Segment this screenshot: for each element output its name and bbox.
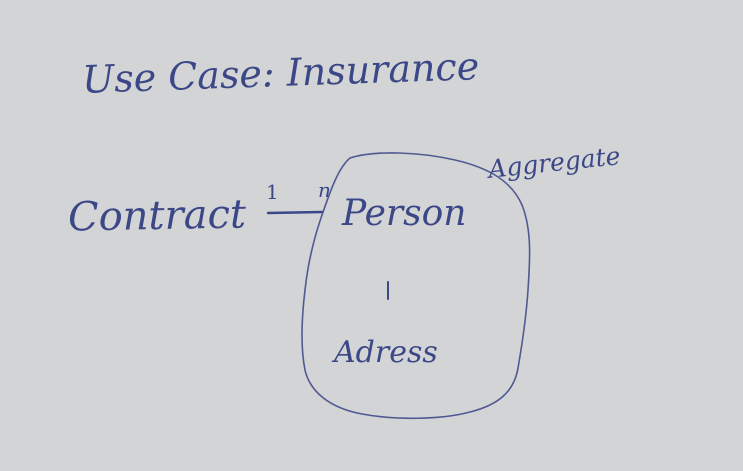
node-contract: Contract xyxy=(67,191,247,241)
aggregate-boundary xyxy=(301,152,531,420)
node-person: Person xyxy=(342,193,467,234)
multiplicity-source: 1 xyxy=(266,180,279,204)
node-address: Adress xyxy=(334,335,438,370)
association-line xyxy=(266,210,324,215)
multiplicity-target: n xyxy=(318,178,331,202)
